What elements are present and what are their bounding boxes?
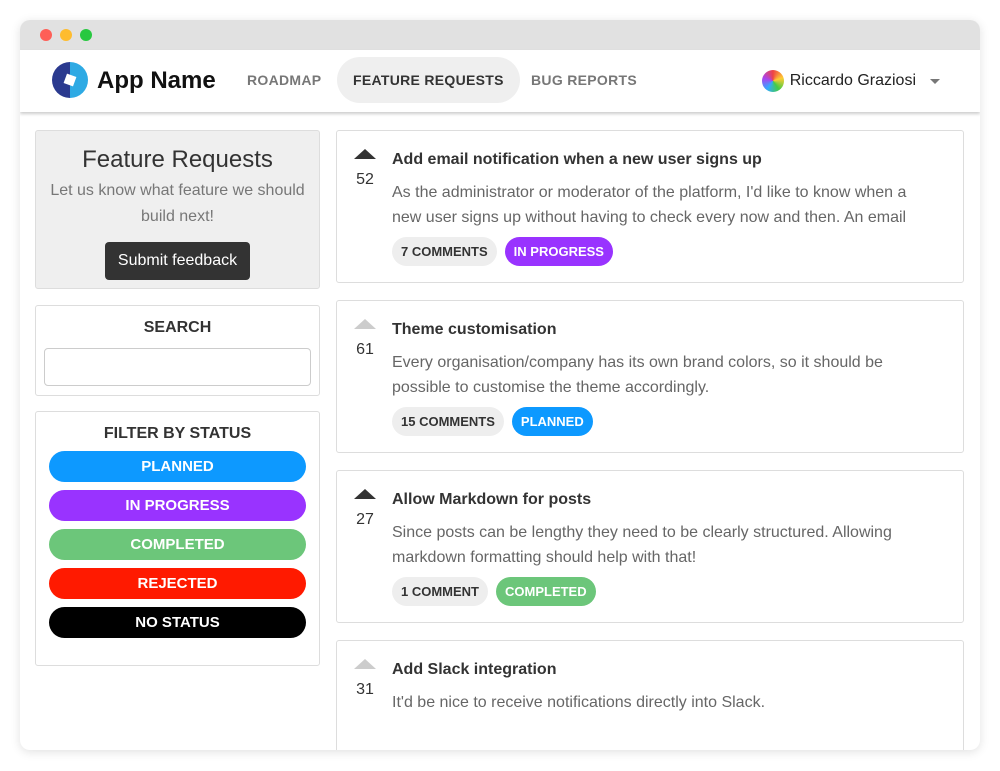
comments-badge[interactable]: 15 COMMENTS [392, 407, 504, 436]
search-card: SEARCH [35, 305, 320, 396]
comments-badge[interactable]: 7 COMMENTS [392, 237, 497, 266]
vote-count: 61 [356, 341, 374, 358]
post-title[interactable]: Allow Markdown for posts [392, 491, 592, 508]
post-title[interactable]: Theme customisation [392, 321, 557, 338]
upvote-icon[interactable] [354, 319, 376, 329]
filter-label: FILTER BY STATUS [103, 425, 252, 442]
board-header-card: Feature Requests Let us know what featur… [35, 130, 320, 289]
upvote-icon[interactable] [354, 659, 376, 669]
post-title[interactable]: Add email notification when a new user s… [392, 151, 762, 168]
filter-no-status[interactable]: NO STATUS [49, 607, 306, 638]
post-description: Every organisation/company has its own b… [392, 354, 883, 396]
filter-planned[interactable]: PLANNED [49, 451, 306, 482]
comments-badge[interactable]: 1 COMMENT [392, 577, 488, 606]
navbar: App Name ROADMAP FEATURE REQUESTS BUG RE… [20, 50, 980, 112]
vote-count: 27 [356, 511, 374, 528]
browser-window: App Name ROADMAP FEATURE REQUESTS BUG RE… [20, 20, 980, 750]
submit-feedback-button[interactable]: Submit feedback [104, 242, 251, 280]
filter-card: FILTER BY STATUS PLANNED IN PROGRESS COM… [35, 411, 320, 666]
search-input[interactable] [44, 348, 311, 386]
filter-in-progress[interactable]: IN PROGRESS [49, 490, 306, 521]
app-name[interactable]: App Name [97, 67, 216, 94]
nav-bug-reports[interactable]: BUG REPORTS [531, 72, 637, 88]
post-title[interactable]: Add Slack integration [392, 661, 557, 678]
vote-count: 31 [356, 681, 374, 698]
nav-feature-requests[interactable]: FEATURE REQUESTS [337, 57, 520, 103]
post-card[interactable]: 31 Add Slack integration It'd be nice to… [336, 640, 964, 750]
nav-roadmap[interactable]: ROADMAP [247, 72, 322, 88]
status-badge: COMPLETED [496, 577, 596, 606]
post-description: It'd be nice to receive notifications di… [392, 694, 766, 711]
status-badge: PLANNED [511, 407, 593, 436]
post-card[interactable]: 27 Allow Markdown for posts Since posts … [336, 470, 964, 623]
avatar [761, 70, 784, 92]
app-logo-icon[interactable] [52, 62, 88, 98]
title-bar [20, 20, 980, 50]
filter-rejected[interactable]: REJECTED [49, 568, 306, 599]
board-title: Feature Requests [82, 146, 273, 173]
search-label: SEARCH [143, 319, 212, 336]
board-description: Let us know what feature we should build… [50, 182, 305, 225]
close-window-button[interactable] [40, 29, 52, 41]
upvote-icon[interactable] [354, 489, 376, 499]
user-name: Riccardo Graziosi [789, 72, 916, 89]
minimize-window-button[interactable] [60, 29, 72, 41]
maximize-window-button[interactable] [80, 29, 92, 41]
filter-completed[interactable]: COMPLETED [49, 529, 306, 560]
post-description: As the administrator or moderator of the… [392, 184, 907, 226]
user-menu[interactable]: Riccardo Graziosi [761, 70, 940, 92]
chevron-down-icon [930, 78, 940, 84]
status-badge: IN PROGRESS [504, 237, 613, 266]
post-description: Since posts can be lengthy they need to … [392, 524, 892, 566]
post-card[interactable]: 52 Add email notification when a new use… [336, 130, 964, 283]
upvote-icon[interactable] [354, 149, 376, 159]
vote-count: 52 [356, 171, 374, 188]
post-card[interactable]: 61 Theme customisation Every organisatio… [336, 300, 964, 453]
